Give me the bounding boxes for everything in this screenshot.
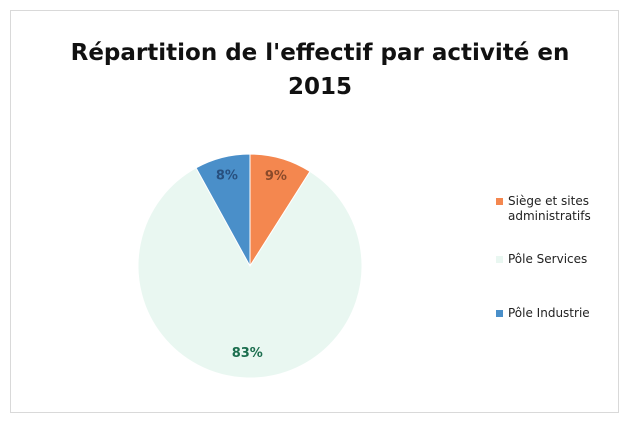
legend-label: Pôle Industrie	[508, 306, 590, 320]
data-label: 83%	[232, 346, 263, 361]
data-label: 9%	[265, 169, 287, 184]
legend-item: Pôle Industrie	[496, 306, 616, 321]
chart-border	[10, 10, 619, 413]
pie-slice	[195, 153, 251, 267]
legend-swatch	[496, 256, 503, 263]
legend-label: Siège et sites administratifs	[508, 194, 591, 223]
legend-swatch	[496, 198, 503, 205]
legend-item: Siège et sites administratifs	[496, 194, 616, 224]
legend-item: Pôle Services	[496, 252, 616, 267]
legend-label: Pôle Services	[508, 252, 588, 266]
chart-title: Répartition de l'effectif par activité e…	[70, 40, 570, 100]
pie-slice	[137, 167, 363, 379]
legend-swatch	[496, 310, 503, 317]
data-label: 8%	[216, 168, 238, 183]
